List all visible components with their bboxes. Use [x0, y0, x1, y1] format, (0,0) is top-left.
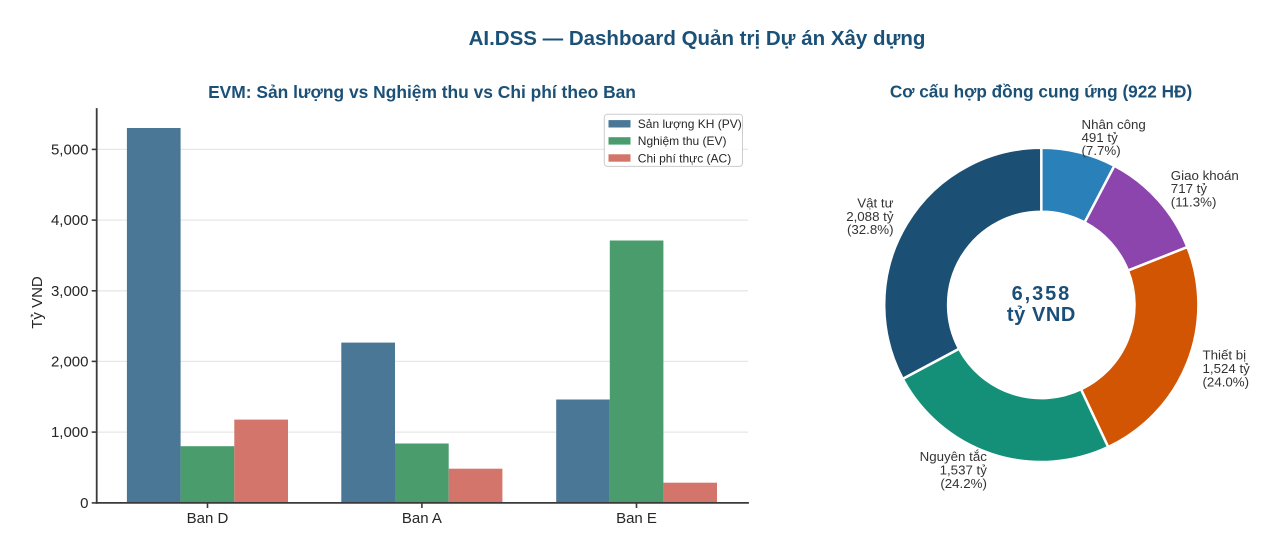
svg-text:(32.8%): (32.8%): [847, 222, 894, 237]
svg-text:2,088 tỷ: 2,088 tỷ: [846, 209, 894, 224]
svg-text:(24.2%): (24.2%): [940, 476, 987, 491]
svg-text:3,000: 3,000: [51, 283, 89, 300]
svg-text:Ban D: Ban D: [187, 510, 229, 527]
svg-text:Vật tư: Vật tư: [857, 195, 893, 210]
svg-text:(24.0%): (24.0%): [1203, 374, 1250, 389]
svg-text:1,537 tỷ: 1,537 tỷ: [940, 463, 988, 478]
svg-text:Cơ cấu hợp đồng cung ứng (922: Cơ cấu hợp đồng cung ứng (922 HĐ): [890, 82, 1192, 102]
svg-text:491 tỷ: 491 tỷ: [1082, 130, 1119, 145]
svg-text:Nghiệm thu (EV): Nghiệm thu (EV): [638, 134, 727, 148]
svg-text:1,524 tỷ: 1,524 tỷ: [1203, 361, 1251, 376]
svg-text:tỷ VND: tỷ VND: [1007, 304, 1076, 326]
svg-text:AI.DSS — Dashboard Quản trị Dự: AI.DSS — Dashboard Quản trị Dự án Xây dự…: [469, 27, 926, 50]
svg-text:2,000: 2,000: [51, 354, 89, 371]
svg-text:717 tỷ: 717 tỷ: [1171, 181, 1208, 196]
svg-text:Ban A: Ban A: [402, 510, 442, 527]
svg-text:(7.7%): (7.7%): [1082, 143, 1121, 158]
svg-text:Nguyên tắc: Nguyên tắc: [920, 449, 988, 464]
svg-text:Nhân công: Nhân công: [1082, 117, 1146, 132]
svg-text:Thiết bị: Thiết bị: [1203, 348, 1247, 363]
svg-text:(11.3%): (11.3%): [1171, 195, 1217, 210]
svg-text:EVM: Sản lượng vs Nghiệm thu v: EVM: Sản lượng vs Nghiệm thu vs Chi phí …: [208, 82, 636, 102]
svg-text:4,000: 4,000: [51, 212, 89, 229]
svg-text:Giao khoán: Giao khoán: [1171, 168, 1239, 183]
svg-text:1,000: 1,000: [51, 424, 89, 441]
svg-text:Sản lượng KH (PV): Sản lượng KH (PV): [638, 117, 742, 131]
svg-text:Tỷ VND: Tỷ VND: [29, 276, 46, 329]
svg-text:0: 0: [80, 495, 88, 512]
svg-text:Ban E: Ban E: [616, 510, 657, 527]
svg-text:5,000: 5,000: [51, 142, 89, 159]
svg-text:Chi phí thực (AC): Chi phí thực (AC): [638, 151, 731, 165]
svg-text:6,358: 6,358: [1012, 283, 1072, 305]
